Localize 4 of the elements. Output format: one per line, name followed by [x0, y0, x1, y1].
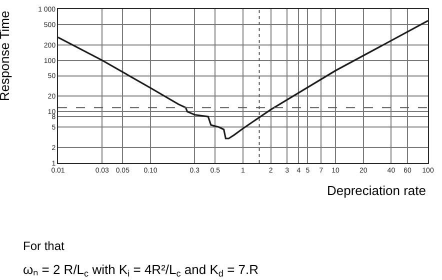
text: For that — [23, 239, 66, 253]
text: ωₙ = 2 R/L$_{c}$ with K$_{i}$ = 4R²/L$_{c}$ and K$_{d}$ = 7.R — [23, 262, 258, 279]
y-axis-title: Response Time — [0, 10, 12, 102]
x-axis-title: Depreciation rate — [327, 183, 426, 198]
